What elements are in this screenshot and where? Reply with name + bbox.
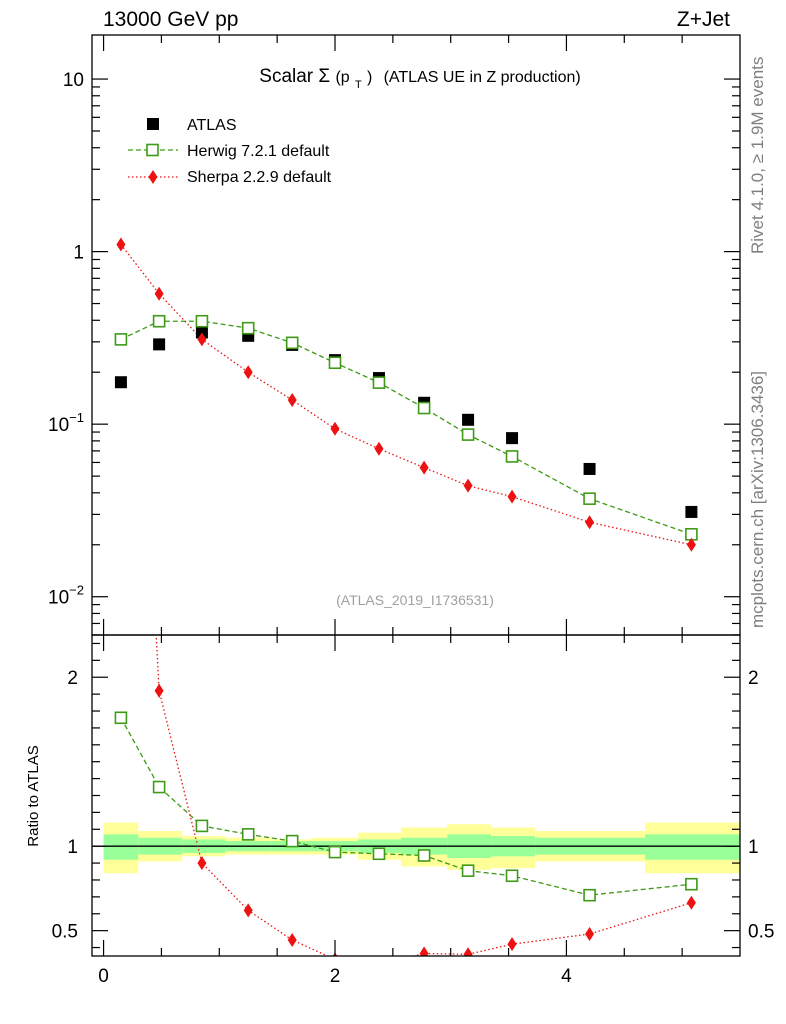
main-point-s1-0 xyxy=(114,333,128,346)
ratio-point-s1-2 xyxy=(154,683,164,698)
main-point-s1-8 xyxy=(461,428,475,441)
main-ytick-label-2: 10−1 xyxy=(48,410,84,436)
main-series-line-1 xyxy=(120,320,692,535)
ratio-point-s0-1 xyxy=(152,780,166,794)
main-point-s0-11 xyxy=(685,505,698,518)
ratio-ytick-label-right-1: 1 xyxy=(748,837,759,858)
title-post: (ATLAS UE in Z production) xyxy=(384,69,581,86)
main-point-s2-11 xyxy=(686,537,696,552)
main-ytick-label-base-2: 10 xyxy=(48,415,69,436)
ratio-point-s1-8 xyxy=(419,946,429,956)
header-right: Z+Jet xyxy=(677,8,730,31)
title-sub: T xyxy=(355,79,362,91)
ratio-xtick-label-2: 4 xyxy=(561,966,572,987)
ratio-ylabel: Ratio to ATLAS xyxy=(25,745,42,846)
main-ytick-label-0: 10 xyxy=(63,70,84,91)
main-point-s2-1 xyxy=(154,286,164,301)
main-point-s1-2 xyxy=(195,314,209,328)
main-ytick-label-3: 10−2 xyxy=(48,583,84,609)
main-ytick-label-exp-3: −2 xyxy=(69,583,84,598)
main-point-s2-6 xyxy=(374,441,384,456)
main-point-s1-9 xyxy=(505,450,519,463)
title-close: ) xyxy=(367,69,372,86)
main-point-s2-8 xyxy=(463,478,473,493)
ratio-ytick-label-left-2: 2 xyxy=(67,668,78,689)
ratio-point-s0-9 xyxy=(505,869,519,883)
ratio-point-s0-4 xyxy=(285,834,299,848)
main-point-s1-5 xyxy=(328,356,342,370)
main-point-s0-0 xyxy=(114,376,127,389)
ratio-point-s1-4 xyxy=(243,903,253,918)
ratio-point-s0-3 xyxy=(241,828,255,841)
legend-herwig-label: Herwig 7.2.1 default xyxy=(187,143,330,160)
main-point-s2-5 xyxy=(330,421,340,436)
legend-sherpa-marker xyxy=(148,170,158,184)
ratio-ytick-label-left-1: 1 xyxy=(67,837,78,858)
legend-atlas-marker xyxy=(147,118,159,130)
main-point-s2-7 xyxy=(419,460,429,475)
ratio-point-s1-12 xyxy=(686,895,696,910)
mcplots-label: mcplots.cern.ch [arXiv:1306.3436] xyxy=(748,371,767,628)
main-point-s2-3 xyxy=(243,365,253,380)
main-point-s1-7 xyxy=(417,401,431,415)
ratio-point-s0-10 xyxy=(583,888,596,902)
main-point-s0-10 xyxy=(583,462,596,475)
main-ytick-label-exp-2: −1 xyxy=(69,410,84,425)
main-point-s2-10 xyxy=(585,515,595,530)
main-plot-marks xyxy=(114,237,698,552)
main-ytick-label-base-3: 10 xyxy=(48,588,69,609)
main-point-s0-9 xyxy=(506,432,519,445)
ratio-ytick-label-left-0: 0.5 xyxy=(52,922,78,943)
ratio-point-s1-9 xyxy=(463,947,473,956)
title-pre: Scalar xyxy=(259,66,318,87)
ratio-point-s0-5 xyxy=(328,845,342,859)
legend-herwig-marker xyxy=(146,143,159,157)
ratio-ytick-label-right-2: 2 xyxy=(748,668,759,689)
ratio-series-line-0 xyxy=(120,717,692,896)
main-point-s2-9 xyxy=(507,489,517,504)
main-point-s2-0 xyxy=(116,237,126,252)
ratio-point-s0-2 xyxy=(195,819,209,833)
title-sigma: Σ xyxy=(318,66,330,87)
legend-sherpa-label: Sherpa 2.2.9 default xyxy=(187,169,332,186)
ratio-point-s1-3 xyxy=(197,856,207,871)
ratio-point-s0-11 xyxy=(685,877,698,891)
ratio-point-s0-6 xyxy=(372,847,386,861)
title-open: (p xyxy=(335,69,349,86)
main-ytick-label-1: 1 xyxy=(73,243,84,264)
main-point-s1-1 xyxy=(152,314,166,328)
main-point-s1-10 xyxy=(583,492,596,505)
ratio-point-s0-0 xyxy=(114,711,128,725)
ratio-ytick-label-right-0: 0.5 xyxy=(748,922,774,943)
ratio-point-s1-7 xyxy=(374,957,383,971)
band-inner-11 xyxy=(645,834,740,860)
main-point-s2-4 xyxy=(287,393,297,408)
ratio-point-s1-5 xyxy=(287,932,297,947)
ratio-xtick-label-1: 2 xyxy=(330,966,341,987)
main-point-s0-1 xyxy=(153,338,166,351)
ratio-point-s0-8 xyxy=(461,864,475,877)
analysis-watermark: (ATLAS_2019_I1736531) xyxy=(336,592,494,608)
header-left: 13000 GeV pp xyxy=(103,8,238,31)
ratio-point-s1-10 xyxy=(507,937,517,952)
ratio-xtick-label-0: 0 xyxy=(98,966,109,987)
legend-atlas-label: ATLAS xyxy=(187,117,237,134)
ratio-point-s0-7 xyxy=(417,849,431,862)
rivet-label: Rivet 4.1.0, ≥ 1.9M events xyxy=(748,57,767,254)
main-point-s2-2 xyxy=(197,332,207,347)
main-point-s1-6 xyxy=(372,376,386,389)
main-series-line-2 xyxy=(120,244,692,546)
band-inner-0 xyxy=(103,834,139,860)
main-point-s1-4 xyxy=(285,336,299,350)
ratio-point-s1-11 xyxy=(585,927,595,942)
main-point-s1-3 xyxy=(241,321,255,335)
legend: ATLAS Herwig 7.2.1 default Sherpa 2.2.9 … xyxy=(128,117,332,186)
main-point-s0-8 xyxy=(462,413,475,426)
ratio-plot-marks xyxy=(92,635,740,971)
ratio-plot-frame xyxy=(91,634,741,957)
main-title: Scalar Σ (p T ) (ATLAS UE in Z productio… xyxy=(259,66,580,93)
